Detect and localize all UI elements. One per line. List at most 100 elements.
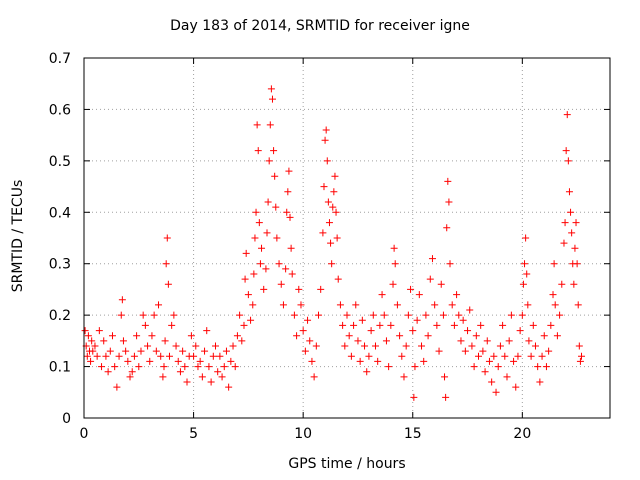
data-point — [536, 378, 544, 386]
data-point — [542, 363, 550, 371]
data-point — [410, 393, 418, 401]
data-point — [350, 321, 358, 329]
data-point — [571, 244, 579, 252]
data-point — [565, 188, 573, 196]
data-point — [328, 260, 336, 268]
data-point — [88, 337, 96, 345]
data-point — [488, 378, 496, 386]
data-point — [531, 342, 539, 350]
data-point — [315, 311, 323, 319]
data-point — [391, 260, 399, 268]
data-point — [574, 301, 582, 309]
data-point — [157, 352, 165, 360]
data-point — [404, 311, 412, 319]
data-point — [341, 342, 349, 350]
data-point — [181, 363, 189, 371]
data-point — [472, 332, 480, 340]
data-point — [137, 347, 145, 355]
data-point — [343, 311, 351, 319]
data-point — [106, 347, 114, 355]
data-point — [468, 342, 476, 350]
data-point — [505, 337, 513, 345]
data-point — [426, 275, 434, 283]
data-point — [81, 327, 89, 335]
data-point — [256, 260, 264, 268]
data-point — [201, 347, 209, 355]
data-point — [139, 311, 147, 319]
data-point — [192, 342, 200, 350]
data-point — [273, 234, 281, 242]
data-point — [398, 352, 406, 360]
data-point — [538, 352, 546, 360]
data-point — [576, 357, 584, 365]
x-axis-label: GPS time / hours — [288, 456, 406, 472]
data-point — [270, 147, 278, 155]
data-point — [327, 239, 335, 247]
data-point — [141, 321, 149, 329]
data-point — [277, 280, 285, 288]
y-axis-label: SRMTID / TECUs — [10, 179, 26, 293]
data-point — [396, 332, 404, 340]
data-point — [464, 327, 472, 335]
data-point — [113, 383, 121, 391]
data-point — [347, 352, 355, 360]
data-point — [525, 337, 533, 345]
data-point — [334, 275, 342, 283]
data-point — [376, 321, 384, 329]
data-point — [444, 177, 452, 185]
data-point — [242, 249, 250, 257]
data-point — [284, 188, 292, 196]
data-point — [187, 332, 195, 340]
data-point — [332, 208, 340, 216]
data-point — [534, 363, 542, 371]
data-point — [333, 234, 341, 242]
data-point — [104, 368, 112, 376]
data-point — [483, 337, 491, 345]
data-point — [568, 229, 576, 237]
data-point — [304, 316, 312, 324]
data-point — [512, 383, 520, 391]
data-point — [354, 337, 362, 345]
data-point — [249, 301, 257, 309]
data-point — [361, 342, 369, 350]
data-point — [324, 198, 332, 206]
data-point — [389, 280, 397, 288]
data-point — [352, 301, 360, 309]
data-point — [262, 265, 270, 273]
data-point — [521, 260, 529, 268]
data-point — [382, 337, 390, 345]
data-point — [308, 357, 316, 365]
data-point — [183, 378, 191, 386]
data-point — [233, 332, 241, 340]
data-point — [481, 368, 489, 376]
data-point — [148, 332, 156, 340]
data-point — [459, 316, 467, 324]
data-point — [128, 368, 136, 376]
data-point — [275, 260, 283, 268]
data-point — [560, 239, 568, 247]
data-point — [519, 280, 527, 288]
data-point — [402, 342, 410, 350]
data-point — [453, 291, 461, 299]
y-tick-label: 0.6 — [49, 102, 71, 118]
x-tick-label: 5 — [189, 426, 198, 442]
data-point — [336, 301, 344, 309]
data-point — [522, 234, 530, 242]
data-point — [518, 311, 526, 319]
data-point — [527, 352, 535, 360]
y-tick-label: 0.5 — [49, 154, 71, 170]
data-point — [227, 357, 235, 365]
data-point — [514, 352, 522, 360]
data-point — [312, 342, 320, 350]
data-point — [499, 321, 507, 329]
data-point — [282, 265, 290, 273]
data-point — [545, 347, 553, 355]
y-tick-label: 0.4 — [49, 205, 71, 221]
data-point — [207, 378, 215, 386]
data-point — [240, 321, 248, 329]
data-point — [466, 306, 474, 314]
data-point — [435, 347, 443, 355]
data-point — [507, 311, 515, 319]
data-point — [547, 321, 555, 329]
